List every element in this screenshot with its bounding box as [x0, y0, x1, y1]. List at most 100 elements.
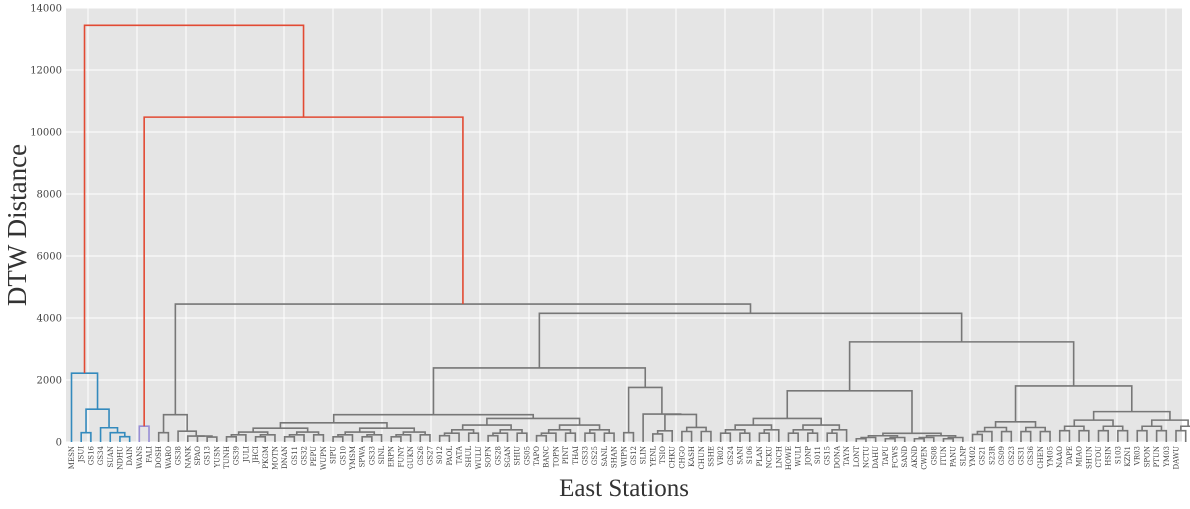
leaf-label: PINT — [562, 446, 570, 465]
dendrogram-link — [734, 424, 773, 430]
leaf-label: GS24 — [727, 445, 735, 465]
leaf-label: FCWS — [892, 446, 900, 468]
leaf-label: GS15 — [824, 446, 832, 465]
leaf-label: VR02 — [717, 446, 725, 466]
dendrogram-link — [83, 24, 305, 374]
leaf-label: TAPE — [1066, 446, 1074, 465]
leaf-label: GS26 — [417, 445, 425, 465]
leaf-label: NANK — [184, 445, 192, 468]
y-tick-label: 2000 — [37, 376, 62, 387]
dendrogram-link — [225, 436, 238, 442]
dendrogram-link — [196, 435, 213, 442]
dendrogram-link — [254, 436, 267, 442]
leaf-label: PEPU — [310, 446, 318, 466]
leaf-label: GS31 — [1017, 446, 1025, 465]
y-tick-label: 6000 — [37, 252, 62, 263]
leaf-label: HOWE — [785, 446, 793, 470]
dendrogram-link — [438, 434, 451, 442]
leaf-label: S23R — [988, 445, 996, 465]
y-tick-label: 12000 — [30, 66, 62, 77]
leaf-label: GS39 — [233, 446, 241, 465]
dendrogram-link — [1175, 429, 1187, 442]
leaf-label: GS36 — [1027, 445, 1035, 465]
dendrogram-link — [1136, 429, 1148, 442]
leaf-label: CHGO — [678, 446, 686, 469]
leaf-label: PKGM — [262, 446, 270, 469]
dendrogram-link — [332, 436, 344, 442]
leaf-label: DAIN — [126, 446, 134, 466]
leaf-label: GS23 — [1008, 446, 1016, 465]
leaf-label: SANL — [601, 446, 609, 467]
dendrogram-link — [461, 424, 512, 430]
leaf-label: GS05 — [523, 446, 531, 465]
leaf-label: GS10 — [339, 446, 347, 465]
leaf-label: DAWU — [1173, 446, 1181, 470]
leaf-label: CHKU — [669, 446, 677, 468]
leaf-label: DOSH — [155, 446, 163, 468]
dendrogram-link — [681, 430, 693, 442]
leaf-label: CTOU — [1095, 446, 1103, 468]
leaf-label: SLNP — [959, 446, 967, 467]
leaf-label: S011 — [814, 446, 822, 464]
leaf-label: GS12 — [630, 446, 638, 465]
leaf-label: WULI — [795, 446, 803, 467]
leaf-label: GS28 — [494, 446, 502, 465]
leaf-label: ERPN — [388, 446, 396, 467]
y-tick-label: 14000 — [30, 4, 62, 15]
leaf-label: MOTN — [271, 446, 279, 470]
leaf-label: MIAO — [1076, 446, 1084, 467]
y-axis-label: DTW Distance — [2, 144, 32, 306]
leaf-label: GS13 — [204, 446, 212, 465]
dendrogram-link — [1078, 429, 1090, 442]
leaf-label: NDHU — [116, 446, 124, 470]
leaf-label: JHCI — [252, 446, 260, 464]
leaf-label: SHAN — [611, 446, 619, 468]
leaf-label: GS33 — [581, 446, 589, 465]
dendrogram-link — [1117, 429, 1129, 442]
dendrogram-link — [1155, 429, 1168, 442]
leaf-label: PLAN — [756, 446, 764, 467]
leaf-label: YMSM — [349, 446, 357, 471]
leaf-label: CWEN — [921, 446, 929, 470]
dendrogram-link — [361, 436, 373, 442]
plot-background — [66, 8, 1182, 442]
leaf-label: YENL — [649, 446, 657, 468]
dendrogram-link — [1097, 429, 1109, 442]
dendrogram-link — [1058, 429, 1071, 442]
leaf-label: MESN — [68, 446, 76, 469]
leaf-label: YM02 — [969, 446, 977, 468]
leaf-label: SUAN — [107, 446, 115, 468]
dendrogram-link — [558, 424, 601, 430]
dendrogram-link — [358, 427, 416, 433]
leaf-label: LONT — [853, 446, 861, 468]
leaf-label: LNCH — [775, 446, 783, 468]
leaf-label: ITUN — [940, 446, 948, 465]
leaf-label: TAPO — [533, 446, 541, 466]
leaf-label: SGAN — [504, 446, 512, 468]
leaf-label: CHUN — [698, 446, 706, 470]
leaf-label: DONA — [833, 445, 841, 468]
leaf-label: PANU — [950, 446, 958, 467]
leaf-label: JULI — [242, 446, 250, 463]
leaf-label: TUNH — [223, 446, 231, 469]
dendrogram-link — [652, 433, 664, 442]
leaf-label: CHEN — [1037, 446, 1045, 469]
leaf-label: TOPN — [552, 446, 560, 467]
leaf-label: GS08 — [930, 446, 938, 465]
dendrogram-link — [535, 434, 548, 442]
leaf-label: KZN1 — [1124, 446, 1132, 467]
dendrogram-link — [252, 427, 309, 433]
leaf-label: FUNY — [397, 446, 405, 468]
y-tick-label: 0 — [56, 438, 62, 449]
leaf-label: SHUN — [1085, 446, 1093, 469]
leaf-label: JONP — [804, 446, 812, 467]
leaf-label: SAND — [901, 446, 909, 468]
dendrogram-link — [186, 435, 205, 442]
leaf-label: DAHU — [872, 446, 880, 469]
leaf-label: S012 — [436, 446, 444, 464]
leaf-label: SINL — [378, 446, 386, 465]
y-tick-label: 8000 — [37, 190, 62, 201]
leaf-label: PAOL — [446, 446, 454, 466]
leaf-label: SANI — [737, 446, 745, 465]
leaf-label: GS21 — [979, 446, 987, 465]
